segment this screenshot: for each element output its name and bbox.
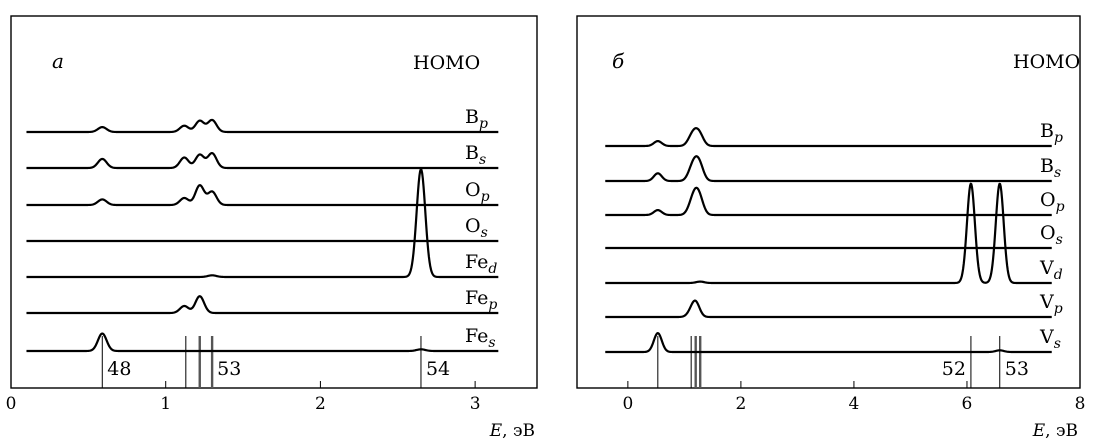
series-label: Vp	[1039, 291, 1063, 317]
series-label-name: B	[465, 106, 479, 128]
series-label: Vd	[1039, 257, 1063, 283]
series-label-sub: s	[1056, 232, 1063, 248]
series-label: Fep	[465, 287, 497, 313]
series-label: Bs	[465, 142, 486, 168]
series-line-b-p	[26, 118, 499, 134]
series-line-v-s	[604, 332, 1053, 354]
series-line-fe-s	[26, 332, 499, 353]
series-label-name: B	[1040, 120, 1054, 142]
series-label-name: V	[1039, 326, 1054, 348]
orbital-number-label: 53	[217, 358, 241, 380]
series-label-sub: d	[488, 261, 497, 277]
series-label-name: O	[465, 215, 481, 237]
series-label-name: O	[465, 179, 481, 201]
series-label-sub: p	[1056, 199, 1065, 215]
series-label: Fed	[465, 251, 497, 277]
series-label-sub: d	[1054, 267, 1063, 283]
x-tick-label: 8	[1075, 394, 1086, 414]
series-label: Bp	[465, 106, 488, 132]
orbital-number-label: 52	[942, 358, 966, 380]
x-tick-label: 2	[315, 394, 326, 414]
series-label-sub: p	[488, 297, 497, 313]
series-label-sub: s	[481, 225, 488, 241]
orbital-number-label: 54	[426, 358, 450, 380]
series-label: Bs	[1040, 155, 1061, 181]
x-tick-label: 3	[470, 394, 481, 414]
series-line-fe-d	[26, 168, 499, 279]
homo-label: HOMO	[413, 52, 480, 74]
plot-frame	[10, 15, 538, 389]
series-line-b-s	[26, 151, 499, 170]
series-label-name: Fe	[465, 325, 488, 347]
orbital-number-label: 53	[1005, 358, 1029, 380]
series-label: Os	[1040, 222, 1063, 248]
x-tick-label: 1	[160, 394, 171, 414]
series-line-b-p	[604, 127, 1053, 148]
x-tick-label: 2	[735, 394, 746, 414]
series-line-o-p	[604, 186, 1053, 217]
x-axis-label: E, эВ	[1032, 421, 1078, 439]
x-tick-label: 6	[962, 394, 973, 414]
x-axis-symbol: E	[1032, 421, 1046, 439]
series-label-name: Fe	[465, 251, 488, 273]
series-line-v-p	[604, 299, 1053, 319]
series-label-name: B	[465, 142, 479, 164]
series-label-sub: s	[1054, 336, 1061, 352]
x-axis-label: E, эВ	[489, 421, 535, 439]
series-label-name: O	[1040, 189, 1056, 211]
x-axis-unit: , эВ	[502, 421, 535, 439]
series-label-name: V	[1039, 257, 1054, 279]
series-label-name: O	[1040, 222, 1056, 244]
series-label-sub: p	[1054, 130, 1063, 146]
x-tick-label: 0	[622, 394, 633, 414]
series-label: Op	[465, 179, 490, 205]
series-label-sub: s	[479, 152, 486, 168]
series-label: Fes	[465, 325, 496, 351]
orbital-number-label: 48	[107, 358, 131, 380]
series-line-fe-p	[26, 295, 499, 315]
series-label: Bp	[1040, 120, 1063, 146]
series-label: Vs	[1039, 326, 1061, 352]
panel-letter: a	[52, 49, 64, 73]
series-line-v-d	[604, 182, 1053, 285]
x-tick-label: 4	[849, 394, 860, 414]
plot-frame	[576, 15, 1081, 389]
x-tick-label: 0	[6, 394, 17, 414]
series-label: Os	[465, 215, 488, 241]
homo-label: HOMO	[1013, 51, 1080, 73]
series-label-sub: p	[479, 116, 488, 132]
series-label-name: Fe	[465, 287, 488, 309]
series-label-name: B	[1040, 155, 1054, 177]
series-line-o-p	[26, 184, 499, 207]
series-label-sub: p	[481, 189, 490, 205]
series-line-b-s	[604, 155, 1053, 183]
series-label-sub: s	[1054, 165, 1061, 181]
series-label: Op	[1040, 189, 1065, 215]
panel-letter: б	[612, 49, 625, 73]
x-axis-symbol: E	[489, 421, 503, 439]
series-label-sub: p	[1054, 301, 1063, 317]
series-label-name: V	[1039, 291, 1054, 313]
x-axis-unit: , эВ	[1045, 421, 1078, 439]
series-label-sub: s	[488, 335, 495, 351]
